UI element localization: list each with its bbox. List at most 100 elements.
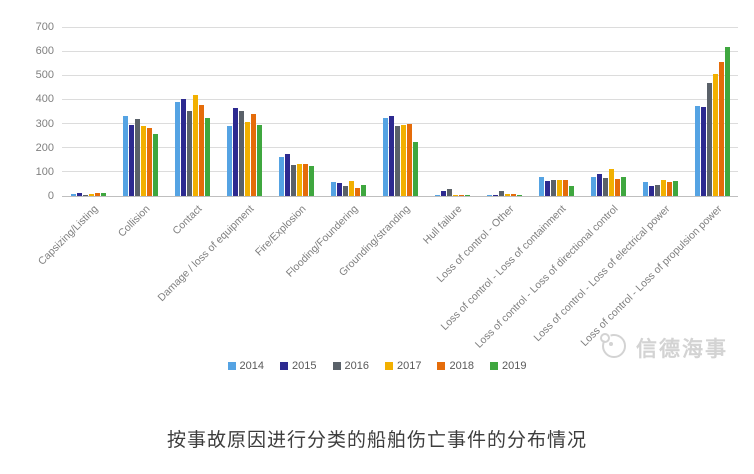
- bar-2017: [244, 122, 250, 196]
- bar-2015: [544, 181, 550, 196]
- plot-area: [62, 26, 738, 197]
- legend-label: 2015: [292, 360, 317, 372]
- bar-2016: [290, 165, 296, 196]
- bar-group: [486, 191, 522, 196]
- legend-swatch-icon: [385, 362, 393, 370]
- bar-2017: [192, 95, 198, 196]
- bar-2019: [724, 47, 730, 196]
- bar-group: [330, 181, 366, 196]
- bar-2015: [284, 154, 290, 196]
- watermark: 信德海事: [598, 330, 728, 365]
- legend-label: 2019: [501, 360, 527, 372]
- y-tick-label: 500: [35, 69, 54, 82]
- bar-2017: [504, 194, 510, 196]
- bar-2017: [608, 169, 614, 196]
- bar-2019: [152, 134, 158, 196]
- bar-2016: [602, 178, 608, 196]
- bar-group: [382, 116, 418, 196]
- bar-2016: [706, 83, 712, 196]
- bar-2017: [712, 74, 718, 196]
- bar-2019: [204, 118, 210, 196]
- bar-2018: [302, 164, 308, 196]
- bar-2017: [348, 181, 354, 196]
- grid-line: [62, 26, 738, 28]
- bar-2018: [94, 193, 100, 196]
- bar-2019: [100, 193, 106, 196]
- legend-item-2017: 2017: [385, 360, 421, 372]
- bar-2019: [620, 177, 626, 196]
- bar-2016: [550, 180, 556, 196]
- bar-2014: [538, 177, 544, 196]
- y-tick-label: 200: [35, 141, 54, 154]
- bar-2014: [486, 195, 492, 196]
- legend-item-2018: 2018: [437, 360, 474, 372]
- bar-2015: [388, 116, 394, 196]
- bar-2018: [562, 180, 568, 196]
- watermark-text: 信德海事: [636, 336, 728, 361]
- legend: 2014 2015 2016 2017 2018 2019: [0, 360, 754, 372]
- y-tick-label: 400: [35, 93, 54, 106]
- bar-group: [694, 47, 730, 196]
- legend-swatch-icon: [332, 362, 341, 370]
- bar-2018: [666, 182, 672, 196]
- bar-2014: [590, 177, 596, 196]
- legend-item-2014: 2014: [227, 360, 265, 372]
- bar-2019: [308, 166, 314, 196]
- figure-caption: 按事故原因进行分类的船舶伤亡事件的分布情况: [166, 429, 587, 451]
- bar-2014: [382, 118, 388, 196]
- bar-2016: [82, 195, 88, 196]
- bar-2016: [446, 189, 452, 196]
- bar-group: [70, 193, 106, 196]
- legend-item-2015: 2015: [280, 360, 317, 372]
- legend-item-2016: 2016: [332, 360, 369, 372]
- legend-swatch-icon: [280, 362, 289, 370]
- legend-swatch-icon: [227, 362, 236, 370]
- bar-2018: [614, 179, 620, 196]
- bar-2018: [146, 128, 152, 196]
- legend-item-2019: 2019: [489, 360, 527, 372]
- y-tick-label: 100: [35, 165, 54, 178]
- legend-swatch-icon: [489, 362, 498, 370]
- bar-chart: 0 100 200 300 400 500 600 700 Capsizing/Listing…: [0, 21, 754, 372]
- bar-2016: [498, 191, 504, 196]
- bar-2019: [672, 181, 678, 196]
- xindemarine-logo-icon: [598, 330, 628, 365]
- bar-2018: [718, 62, 724, 196]
- bar-2017: [88, 194, 94, 196]
- bar-2015: [440, 191, 446, 196]
- bar-2014: [330, 182, 336, 196]
- bar-2015: [180, 99, 186, 196]
- bar-2016: [394, 126, 400, 196]
- bar-2019: [464, 195, 470, 196]
- bar-2018: [354, 188, 360, 196]
- grid-line: [62, 50, 738, 52]
- bar-group: [174, 95, 210, 196]
- bar-2015: [76, 193, 82, 196]
- legend-label: 2014: [239, 360, 265, 372]
- bar-group: [590, 169, 626, 196]
- bar-2019: [256, 125, 262, 196]
- bar-2016: [342, 186, 348, 196]
- bar-2016: [134, 119, 140, 196]
- legend-label: 2017: [397, 360, 422, 372]
- bar-2017: [400, 125, 406, 196]
- y-tick-label: 0: [47, 190, 54, 202]
- bar-group: [538, 177, 574, 196]
- bar-2017: [452, 195, 458, 196]
- bar-2018: [406, 124, 412, 196]
- bar-2014: [70, 194, 76, 196]
- grid-line: [62, 74, 738, 76]
- bar-2015: [648, 186, 654, 196]
- bar-2014: [226, 126, 232, 196]
- bar-2018: [510, 194, 516, 196]
- bar-2014: [642, 182, 648, 196]
- bar-2014: [278, 157, 284, 196]
- bar-2014: [122, 116, 128, 196]
- bar-2017: [556, 180, 562, 196]
- y-tick-label: 700: [35, 21, 54, 33]
- bar-group: [278, 154, 314, 196]
- bar-2014: [694, 106, 700, 196]
- bar-2018: [458, 195, 464, 196]
- grid-line: [62, 171, 738, 173]
